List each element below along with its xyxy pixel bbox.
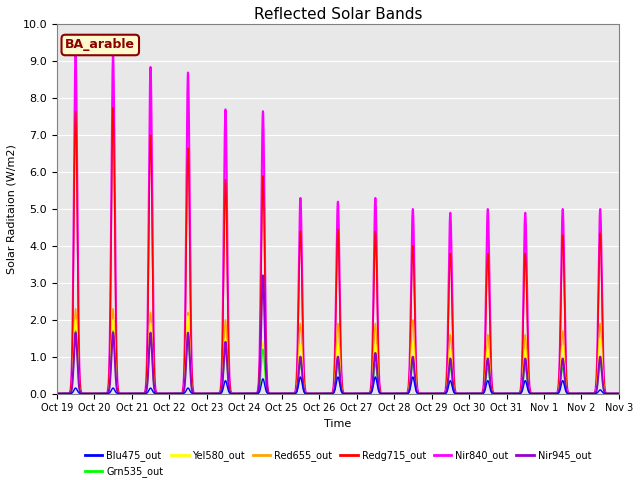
Grn535_out [71,336,79,341]
Line: Nir945_out: Nir945_out [57,276,619,394]
Nir840_out [53,391,61,396]
Grn535_out [350,391,358,396]
Red655_out [53,391,61,396]
Yel580_out [540,391,548,396]
Text: BA_arable: BA_arable [65,38,135,51]
Nir945_out [350,391,358,396]
Line: Grn535_out: Grn535_out [57,331,619,394]
Grn535_out [188,386,196,392]
Nir945_out [176,391,184,396]
Grn535_out [72,328,79,334]
Nir840_out [115,387,122,393]
Nir840_out [176,391,184,396]
Red655_out [615,391,623,396]
Nir945_out [71,337,79,343]
Y-axis label: Solar Raditaion (W/m2): Solar Raditaion (W/m2) [7,144,17,274]
Yel580_out [188,384,196,390]
Title: Reflected Solar Bands: Reflected Solar Bands [253,7,422,22]
Blu475_out [115,391,122,396]
Red655_out [115,390,122,396]
Blu475_out [409,374,417,380]
Yel580_out [53,391,61,396]
Line: Yel580_out: Yel580_out [57,316,619,394]
Nir945_out [53,391,61,396]
Redg715_out [115,387,122,393]
Nir840_out [540,391,548,396]
Red655_out [188,384,196,390]
Nir945_out [188,386,196,392]
Nir840_out [72,51,79,57]
Grn535_out [176,391,184,396]
Blu475_out [615,391,623,396]
Yel580_out [350,391,358,396]
Yel580_out [176,391,184,396]
Line: Nir840_out: Nir840_out [57,54,619,394]
Nir840_out [71,91,79,97]
Line: Red655_out: Red655_out [57,276,619,394]
Grn535_out [615,391,623,396]
Red655_out [259,273,267,278]
Redg715_out [176,391,184,396]
Yel580_out [115,390,122,396]
Nir840_out [188,366,196,372]
Blu475_out [188,390,196,396]
Redg715_out [350,391,358,396]
Nir945_out [259,273,267,278]
Blu475_out [176,391,184,396]
Grn535_out [115,390,122,396]
Yel580_out [184,313,192,319]
Yel580_out [615,391,623,396]
Red655_out [350,391,358,396]
Blu475_out [53,391,61,396]
Blu475_out [540,391,548,396]
Redg715_out [109,105,117,110]
Nir945_out [540,391,548,396]
Red655_out [176,391,184,396]
Blu475_out [350,391,358,396]
Redg715_out [71,142,79,147]
Line: Redg715_out: Redg715_out [57,108,619,394]
Redg715_out [53,391,61,396]
Yel580_out [71,325,79,331]
Nir945_out [615,391,623,396]
Red655_out [540,391,548,396]
Nir840_out [350,391,358,396]
Grn535_out [540,391,548,396]
Red655_out [71,316,79,322]
Line: Blu475_out: Blu475_out [57,377,619,394]
Redg715_out [540,391,548,396]
X-axis label: Time: Time [324,419,351,429]
Nir945_out [115,390,122,396]
Redg715_out [615,391,623,396]
Redg715_out [188,372,196,377]
Nir840_out [615,391,623,396]
Grn535_out [53,391,61,396]
Blu475_out [71,386,79,392]
Legend: Blu475_out, Grn535_out, Yel580_out, Red655_out, Redg715_out, Nir840_out, Nir945_: Blu475_out, Grn535_out, Yel580_out, Red6… [81,446,595,480]
